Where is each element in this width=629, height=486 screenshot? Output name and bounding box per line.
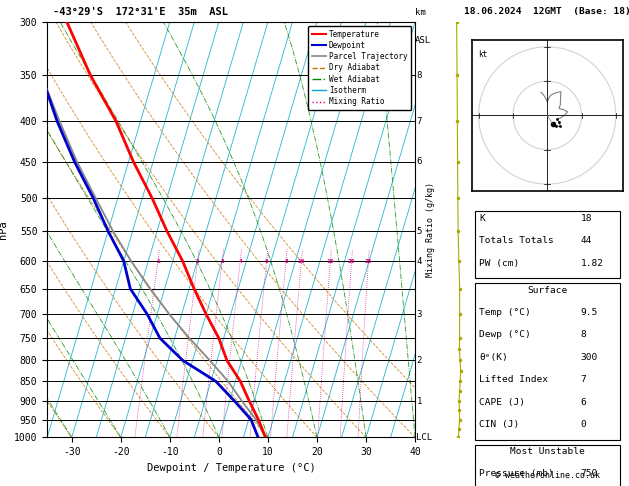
Text: 0: 0	[581, 420, 586, 429]
Text: 2: 2	[416, 356, 422, 365]
Text: LCL: LCL	[416, 433, 433, 442]
Text: PW (cm): PW (cm)	[479, 259, 520, 268]
Text: Pressure (mb): Pressure (mb)	[479, 469, 554, 479]
Text: 44: 44	[581, 236, 592, 245]
Text: CIN (J): CIN (J)	[479, 420, 520, 429]
Text: 5: 5	[416, 226, 422, 236]
Text: © weatheronline.co.uk: © weatheronline.co.uk	[495, 471, 599, 480]
Text: Most Unstable: Most Unstable	[510, 447, 584, 456]
Text: km: km	[415, 8, 426, 17]
Text: 6: 6	[581, 398, 586, 407]
Legend: Temperature, Dewpoint, Parcel Trajectory, Dry Adiabat, Wet Adiabat, Isotherm, Mi: Temperature, Dewpoint, Parcel Trajectory…	[308, 26, 411, 110]
Text: Mixing Ratio (g/kg): Mixing Ratio (g/kg)	[426, 182, 435, 277]
Bar	[475, 283, 620, 440]
Text: 8: 8	[581, 330, 586, 340]
Text: 20: 20	[348, 259, 355, 263]
Text: CAPE (J): CAPE (J)	[479, 398, 525, 407]
Text: ASL: ASL	[415, 36, 431, 46]
Text: 2: 2	[196, 259, 199, 263]
Text: Temp (°C): Temp (°C)	[479, 308, 531, 317]
Text: Dewp (°C): Dewp (°C)	[479, 330, 531, 340]
Text: 9.5: 9.5	[581, 308, 598, 317]
Text: 3: 3	[220, 259, 224, 263]
Text: 25: 25	[365, 259, 372, 263]
Text: -43°29'S  172°31'E  35m  ASL: -43°29'S 172°31'E 35m ASL	[53, 7, 228, 17]
Text: 4: 4	[238, 259, 242, 263]
Text: 15: 15	[326, 259, 334, 263]
Text: 300: 300	[581, 353, 598, 362]
Text: 7: 7	[416, 117, 422, 126]
Text: 8: 8	[284, 259, 288, 263]
Text: 1: 1	[416, 397, 422, 405]
Text: 10: 10	[298, 259, 305, 263]
Text: 18.06.2024  12GMT  (Base: 18): 18.06.2024 12GMT (Base: 18)	[464, 7, 629, 17]
Text: Totals Totals: Totals Totals	[479, 236, 554, 245]
Text: 750: 750	[581, 469, 598, 479]
Text: Lifted Index: Lifted Index	[479, 375, 548, 384]
Text: 7: 7	[581, 375, 586, 384]
Text: 6: 6	[265, 259, 269, 263]
Text: 4: 4	[416, 257, 422, 265]
Text: 3: 3	[416, 310, 422, 319]
Text: kt: kt	[479, 50, 488, 59]
Bar	[475, 445, 620, 486]
Text: 8: 8	[416, 70, 422, 80]
Text: 6: 6	[416, 157, 422, 166]
Text: Surface: Surface	[527, 286, 567, 295]
X-axis label: Dewpoint / Temperature (°C): Dewpoint / Temperature (°C)	[147, 463, 316, 473]
Bar	[475, 211, 620, 278]
Text: K: K	[479, 214, 485, 223]
Y-axis label: hPa: hPa	[0, 220, 8, 239]
Text: 1: 1	[156, 259, 160, 263]
Text: 18: 18	[581, 214, 592, 223]
Text: θᵉ(K): θᵉ(K)	[479, 353, 508, 362]
Text: 1.82: 1.82	[581, 259, 603, 268]
